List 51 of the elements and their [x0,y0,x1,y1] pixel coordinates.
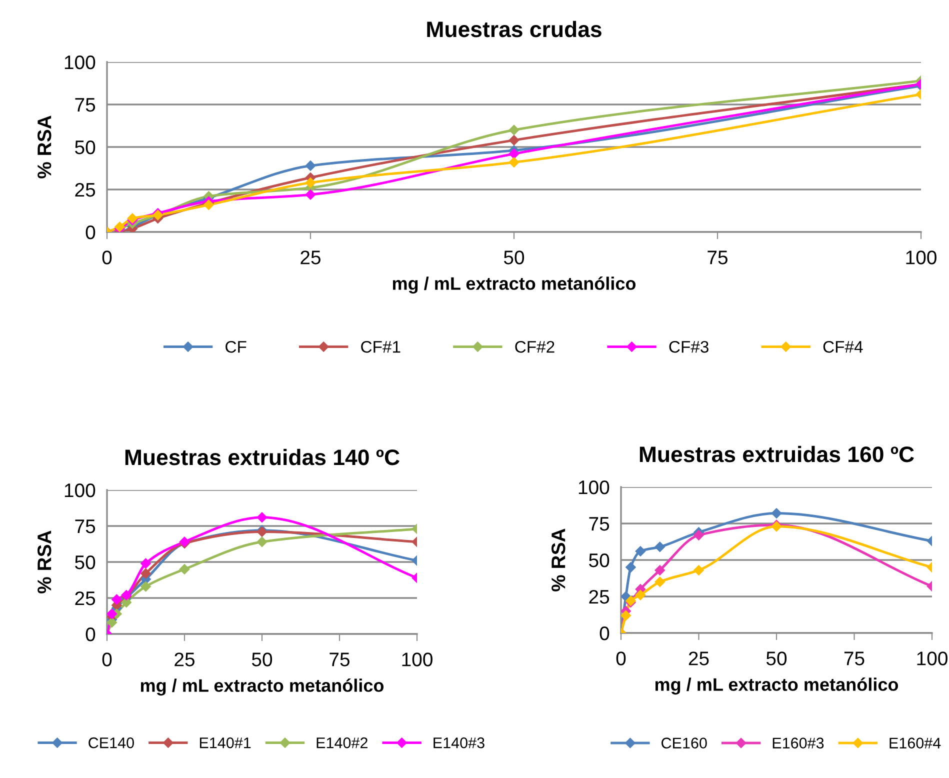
y-tick-label: 75 [75,520,96,534]
x-tick-label: 75 [844,652,864,666]
chart-title: Muestras extruidas 160 ºC [640,446,914,462]
legend-label: E140#1 [200,737,251,748]
y-tick-label: 100 [64,483,96,498]
x-axis-title: mg / mL extracto metanólico [140,678,384,696]
legend-label: CF#3 [669,340,708,353]
legend-label: E160#4 [890,738,941,748]
y-tick-label: 100 [64,55,96,70]
legend-label: CE160 [662,738,707,748]
legend-label: CF#2 [515,340,554,353]
x-tick-label: 25 [300,250,320,264]
x-tick-label: 25 [688,652,709,666]
y-tick-label: 50 [589,553,610,568]
chart-title: Muestras crudas [427,20,602,38]
y-tick-label: 25 [75,182,96,197]
x-tick-label: 100 [906,250,936,264]
y-tick-label: 25 [75,591,96,606]
x-tick-label: 0 [616,652,626,666]
y-axis-title: % RSA [552,528,566,592]
legend-label: CF#4 [823,340,863,353]
legend-label: E140#2 [316,737,368,748]
x-tick-label: 75 [708,250,728,264]
y-tick-label: 0 [86,225,96,240]
legend-label: E160#3 [772,738,824,748]
y-tick-label: 75 [75,98,96,112]
y-tick-label: 100 [578,480,610,494]
y-tick-label: 0 [600,626,610,640]
legend-label: CF [226,340,246,353]
y-axis-title: % RSA [38,530,52,594]
x-tick-label: 100 [917,652,948,666]
x-tick-label: 50 [504,250,524,264]
x-tick-label: 75 [330,652,350,666]
x-tick-label: 0 [102,652,112,666]
y-axis-title: % RSA [38,116,52,178]
x-tick-label: 50 [252,652,272,666]
x-tick-label: 100 [402,652,432,666]
legend-label: CF#1 [361,340,400,353]
y-tick-label: 0 [86,627,96,642]
legend-label: E140#3 [434,737,484,748]
x-axis-title: mg / mL extracto metanólico [655,678,898,695]
y-tick-label: 25 [589,590,610,604]
y-tick-label: 50 [75,140,96,154]
legend-label: CE140 [88,737,134,748]
x-axis-title: mg / mL extracto metanólico [392,276,636,294]
y-tick-label: 75 [589,517,610,531]
chart-title: Muestras extruidas 140 ºC [125,448,400,466]
x-tick-label: 0 [102,250,112,264]
x-tick-label: 50 [766,652,787,666]
y-tick-label: 50 [75,555,96,570]
x-tick-label: 25 [174,652,194,666]
